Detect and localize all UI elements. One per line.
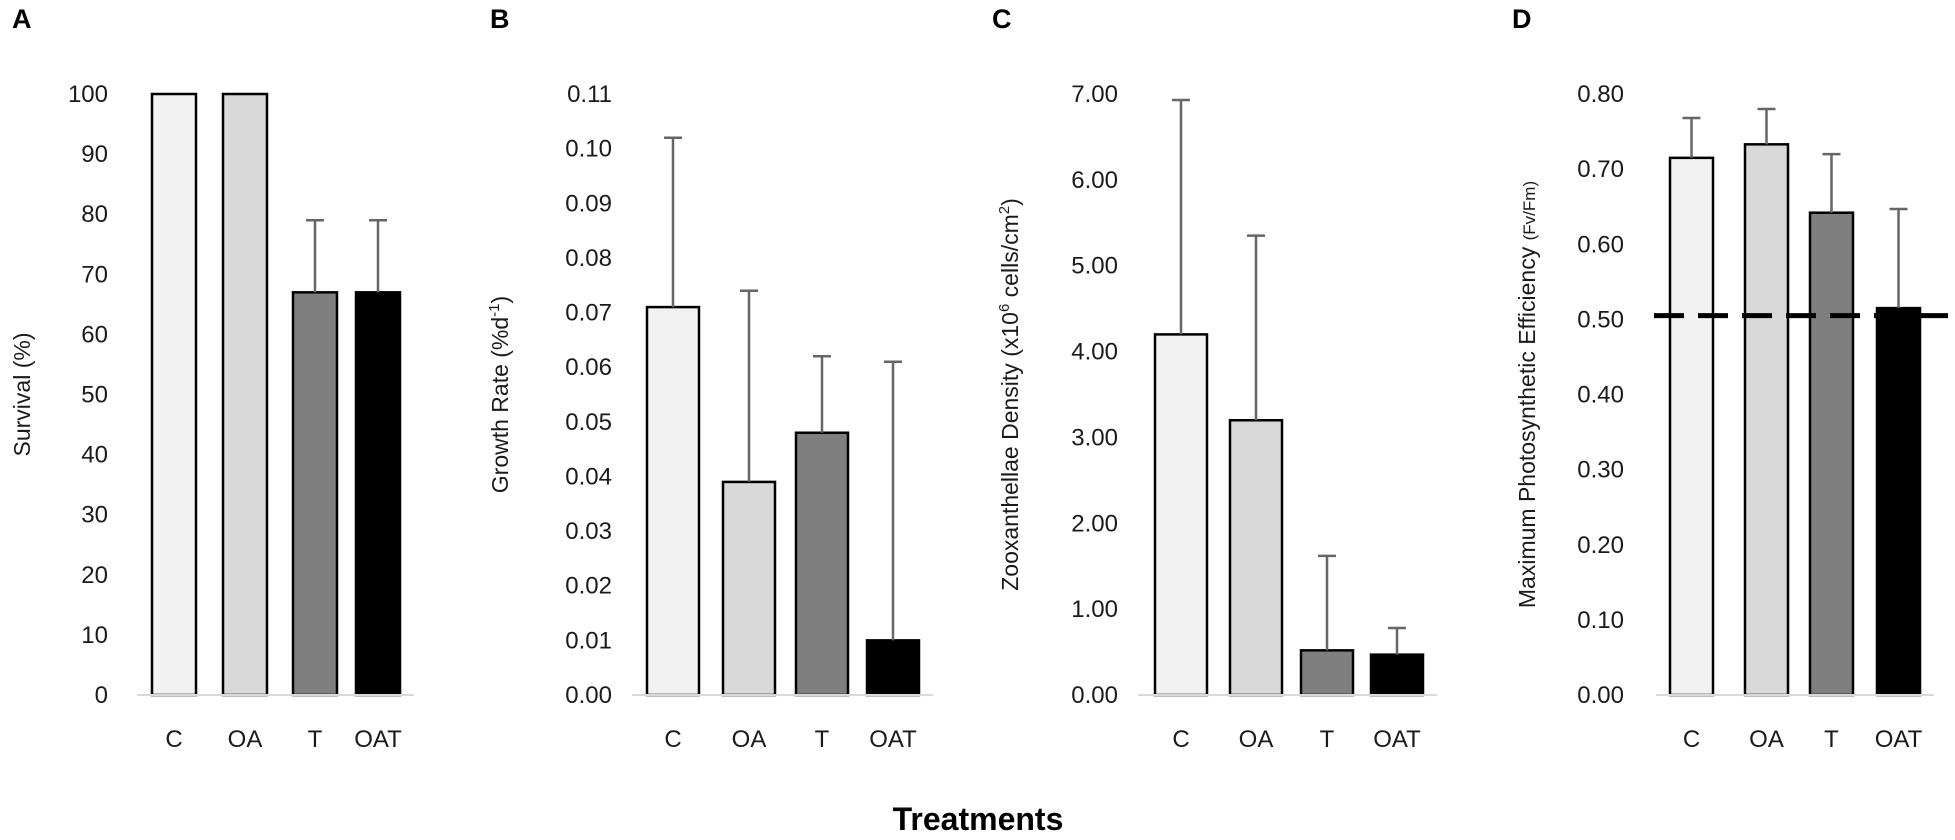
- y-tick-label: 0.70: [1577, 156, 1624, 183]
- panel-letter: C: [992, 4, 1012, 34]
- y-tick-label: 0.01: [565, 627, 612, 654]
- bar: [1808, 211, 1855, 697]
- panel-letter: A: [12, 4, 32, 34]
- bar: [1875, 306, 1922, 697]
- y-tick-label: 0.00: [1577, 682, 1624, 709]
- y-tick-label: 10: [81, 622, 108, 649]
- bar: [291, 291, 339, 697]
- category-label: OA: [1239, 726, 1274, 753]
- y-tick-label: 4.00: [1071, 339, 1118, 366]
- x-axis-title: Treatments: [893, 801, 1064, 837]
- y-tick-label: 50: [81, 382, 108, 409]
- y-tick-label: 0.20: [1577, 532, 1624, 559]
- y-tick-label: 80: [81, 201, 108, 228]
- y-tick-label: 0.10: [1577, 607, 1624, 634]
- bar: [150, 92, 198, 697]
- category-label: OAT: [869, 726, 917, 753]
- bar: [1153, 333, 1209, 697]
- bar: [1299, 649, 1355, 697]
- y-tick-label: 0.03: [565, 518, 612, 545]
- y-axis-title-part: Growth Rate (%d: [487, 317, 513, 493]
- y-tick-label: 60: [81, 321, 108, 348]
- bar: [1668, 156, 1715, 697]
- y-tick-label: 20: [81, 562, 108, 589]
- bar: [1369, 653, 1425, 697]
- category-label: OAT: [1875, 726, 1923, 753]
- bar: [721, 480, 777, 697]
- category-label: OA: [228, 726, 263, 753]
- y-tick-label: 30: [81, 502, 108, 529]
- y-axis-title-part: ): [487, 296, 513, 304]
- y-tick-label: 40: [81, 442, 108, 469]
- y-axis-title-part: (Fv/Fm): [1520, 181, 1539, 240]
- y-axis-title-part: Zooxanthellae Density (x10: [997, 312, 1023, 591]
- panel-c: C 0.00 1.00 2.00 3.00 4.00 5.00 6.00 7.00 Zooxant…: [992, 4, 1437, 753]
- y-axis-title: Survival (%): [9, 333, 35, 457]
- y-tick-label: 0.60: [1577, 231, 1624, 258]
- category-label: T: [1824, 726, 1839, 753]
- category-label: T: [1320, 726, 1335, 753]
- y-tick-label: 0.09: [565, 190, 612, 217]
- bar: [1743, 143, 1790, 697]
- panel-letter: B: [490, 4, 510, 34]
- y-tick-label: 0.07: [565, 300, 612, 327]
- y-tick-label: 0.00: [1071, 682, 1118, 709]
- y-tick-label: 0.04: [565, 463, 612, 490]
- y-tick-label: 2.00: [1071, 510, 1118, 537]
- bar: [794, 431, 850, 697]
- y-tick-label: 0.80: [1577, 81, 1624, 108]
- y-axis-title: Growth Rate (%d-1): [486, 296, 513, 493]
- y-tick-label: 0.06: [565, 354, 612, 381]
- y-tick-label: 0.11: [567, 81, 612, 108]
- category-label: C: [1683, 726, 1700, 753]
- y-tick-label: 3.00: [1071, 424, 1118, 451]
- category-label: T: [308, 726, 323, 753]
- y-tick-label: 90: [81, 141, 108, 168]
- y-axis-title: Zooxanthellae Density (x106 cells/cm2): [996, 198, 1023, 591]
- y-tick-label: 5.00: [1071, 253, 1118, 280]
- category-label: C: [664, 726, 681, 753]
- y-tick-label: 0.10: [565, 136, 612, 163]
- category-label: C: [1172, 726, 1189, 753]
- y-tick-label: 0: [95, 682, 108, 709]
- y-axis-title-part: 6: [996, 304, 1013, 312]
- y-axis-title-part: -1: [486, 303, 503, 316]
- y-axis-title-part: ): [997, 198, 1023, 206]
- panel-letter: D: [1512, 4, 1532, 34]
- category-label: OAT: [1373, 726, 1421, 753]
- panel-b: B 0.00 0.01 0.02 0.03 0.04 0.05 0.06 0.07 0.08 0.0…: [486, 4, 933, 753]
- y-axis-title-part: cells/cm: [997, 214, 1023, 303]
- y-axis-title-part: Maximum Photosynthetic Efficiency: [1514, 240, 1540, 608]
- bar: [865, 639, 921, 697]
- y-tick-label: 0.40: [1577, 382, 1624, 409]
- bar: [1228, 419, 1284, 697]
- y-tick-label: 0.00: [565, 682, 612, 709]
- category-label: C: [165, 726, 182, 753]
- category-label: OA: [1749, 726, 1784, 753]
- category-label: OA: [732, 726, 767, 753]
- y-tick-label: 7.00: [1071, 81, 1118, 108]
- y-tick-label: 0.08: [565, 245, 612, 272]
- y-tick-label: 100: [68, 81, 108, 108]
- y-tick-label: 0.02: [565, 573, 612, 600]
- y-tick-label: 0.30: [1577, 457, 1624, 484]
- category-label: OAT: [354, 726, 402, 753]
- y-tick-label: 1.00: [1071, 596, 1118, 623]
- y-tick-label: 0.05: [565, 409, 612, 436]
- y-axis-title: Maximum Photosynthetic Efficiency (Fv/Fm…: [1514, 181, 1540, 608]
- y-tick-label: 0.50: [1577, 306, 1624, 333]
- category-label: T: [815, 726, 830, 753]
- panel-d: D 0.00 0.10 0.20 0.30 0.40 0.50 0.60 0.70 0.80 Max…: [1512, 4, 1955, 753]
- bar: [645, 305, 701, 697]
- y-tick-label: 70: [81, 261, 108, 288]
- y-axis-title-part: 2: [996, 206, 1013, 214]
- bar: [221, 92, 269, 697]
- bar: [354, 291, 402, 697]
- y-tick-label: 6.00: [1071, 167, 1118, 194]
